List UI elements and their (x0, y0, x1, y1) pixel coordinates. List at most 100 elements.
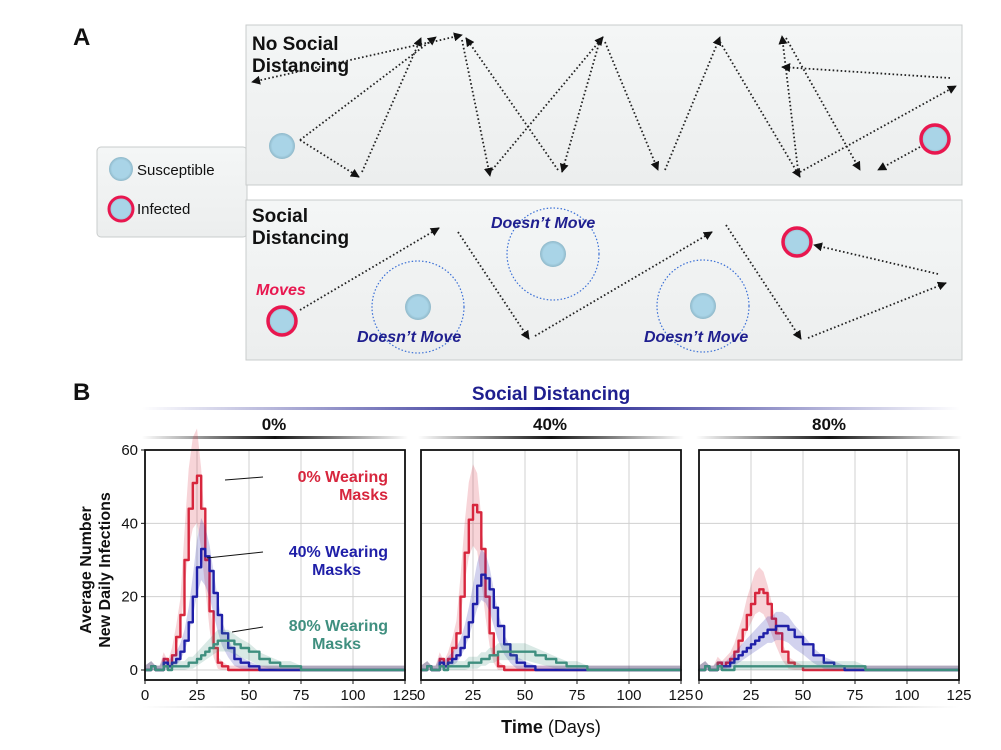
series-point-mask80 (864, 669, 867, 671)
series-point-mask80 (775, 665, 777, 668)
infected-agent (919, 123, 951, 155)
series-point-mask80 (455, 665, 458, 668)
series-point-mask0 (758, 588, 761, 591)
series-point-mask0 (162, 658, 165, 660)
distancing-halo (371, 260, 465, 354)
series-point-mask0 (196, 474, 198, 477)
series-point-mask80 (793, 665, 796, 668)
panel-b-letter: B (73, 379, 90, 406)
series-point-mask0 (239, 669, 242, 671)
series-point-mask80 (524, 650, 526, 653)
series-point-mask80 (426, 665, 429, 668)
legend-susceptible-label: Susceptible (137, 162, 215, 179)
series-point-mask80 (812, 665, 815, 668)
facet-frame (698, 449, 960, 681)
series-point-mask40 (239, 661, 242, 664)
series-point-mask80 (762, 665, 765, 668)
series-point-mask80 (484, 658, 487, 660)
series-point-mask80 (372, 669, 375, 671)
series-point-mask80 (443, 669, 445, 671)
series-point-mask80 (227, 639, 230, 642)
series-point-mask80 (745, 665, 748, 668)
series-point-mask40 (175, 658, 178, 660)
series-point-mask80 (451, 665, 454, 668)
series-point-mask80 (926, 669, 929, 671)
series-point-mask80 (183, 665, 186, 668)
series-point-mask40 (503, 643, 506, 646)
series-point-mask80 (497, 650, 499, 653)
annotation-mask40-line2: Masks (312, 562, 361, 579)
series-point-mask80 (447, 665, 449, 668)
walk-arrow (781, 63, 951, 79)
series-point-mask80 (770, 665, 773, 668)
series-point-mask80 (741, 665, 744, 668)
distancing-box: Social Distancing Moves Doesn’t Move (245, 199, 963, 361)
x-tick-label: 125 (946, 687, 971, 704)
random-walk-paths (251, 32, 957, 178)
walk-arrow (465, 37, 559, 171)
series-point-mask80 (544, 658, 547, 660)
series-point-mask0 (171, 654, 173, 657)
walk-arrow (604, 41, 660, 171)
social-distancing-header: Social Distancing (472, 384, 630, 405)
annotation-leader-80 (231, 626, 264, 633)
series-point-mask40 (204, 555, 207, 558)
series-point-mask0 (729, 658, 732, 660)
series-point-mask40 (476, 584, 479, 587)
series-point-mask40 (741, 650, 744, 653)
series-point-mask40 (793, 636, 796, 638)
series-point-mask80 (216, 639, 219, 642)
series-point-mask0 (716, 661, 719, 664)
series-point-mask0 (733, 650, 736, 653)
series-point-mask0 (463, 551, 466, 554)
series-point-mask40 (854, 669, 856, 671)
distancing-halo (506, 207, 600, 301)
series-point-mask80 (248, 650, 250, 653)
series-point-mask0 (216, 661, 219, 664)
facet-label-80: 80% (812, 415, 846, 434)
distancing-title-line1: Social (252, 206, 308, 227)
y-tick-label: 0 (130, 662, 138, 679)
series-point-mask0 (781, 650, 784, 653)
series-point-mask0 (183, 559, 186, 561)
header-rule (142, 407, 960, 410)
series-point-mask0 (762, 592, 765, 594)
facet-label-0: 0% (262, 415, 287, 434)
distancing-title-line2: Distancing (252, 228, 349, 249)
series-point-mask40 (171, 661, 173, 664)
y-tick-label: 20 (121, 589, 138, 606)
series-point-mask80 (467, 661, 470, 664)
series-point-mask80 (503, 650, 506, 653)
series-point-mask40 (843, 669, 846, 671)
series-point-mask40 (221, 632, 223, 635)
x-tick-label: 0 (141, 687, 149, 704)
series-point-mask80 (150, 665, 153, 668)
series-point-mask40 (191, 595, 194, 598)
series-point-mask40 (480, 573, 483, 576)
series-point-mask80 (729, 669, 732, 671)
annotation-mask80-line2: Masks (312, 636, 361, 653)
x-tick-label: 100 (616, 687, 641, 704)
series-point-mask80 (438, 665, 441, 668)
series-point-mask40 (289, 669, 292, 671)
series-point-mask80 (515, 650, 518, 653)
x-tick-label: 75 (847, 687, 864, 704)
x-tick-label: 50 (241, 687, 258, 704)
series-line-mask80 (145, 639, 405, 672)
series-point-mask80 (175, 665, 178, 668)
series-point-mask80 (576, 665, 578, 668)
walk-arrow (491, 36, 604, 171)
series-point-mask0 (515, 669, 518, 671)
x-tick-label: 100 (894, 687, 919, 704)
x-axis-rule (142, 706, 960, 708)
x-tick-label: 125 (668, 687, 693, 704)
walk-arrow (299, 227, 440, 311)
series-point-mask80 (586, 669, 589, 671)
series-point-mask40 (544, 669, 547, 671)
legend-background (96, 146, 248, 238)
series-point-mask80 (239, 647, 242, 649)
series-band-mask0 (421, 464, 681, 670)
series-point-mask40 (775, 625, 777, 627)
series-point-mask0 (802, 669, 804, 671)
